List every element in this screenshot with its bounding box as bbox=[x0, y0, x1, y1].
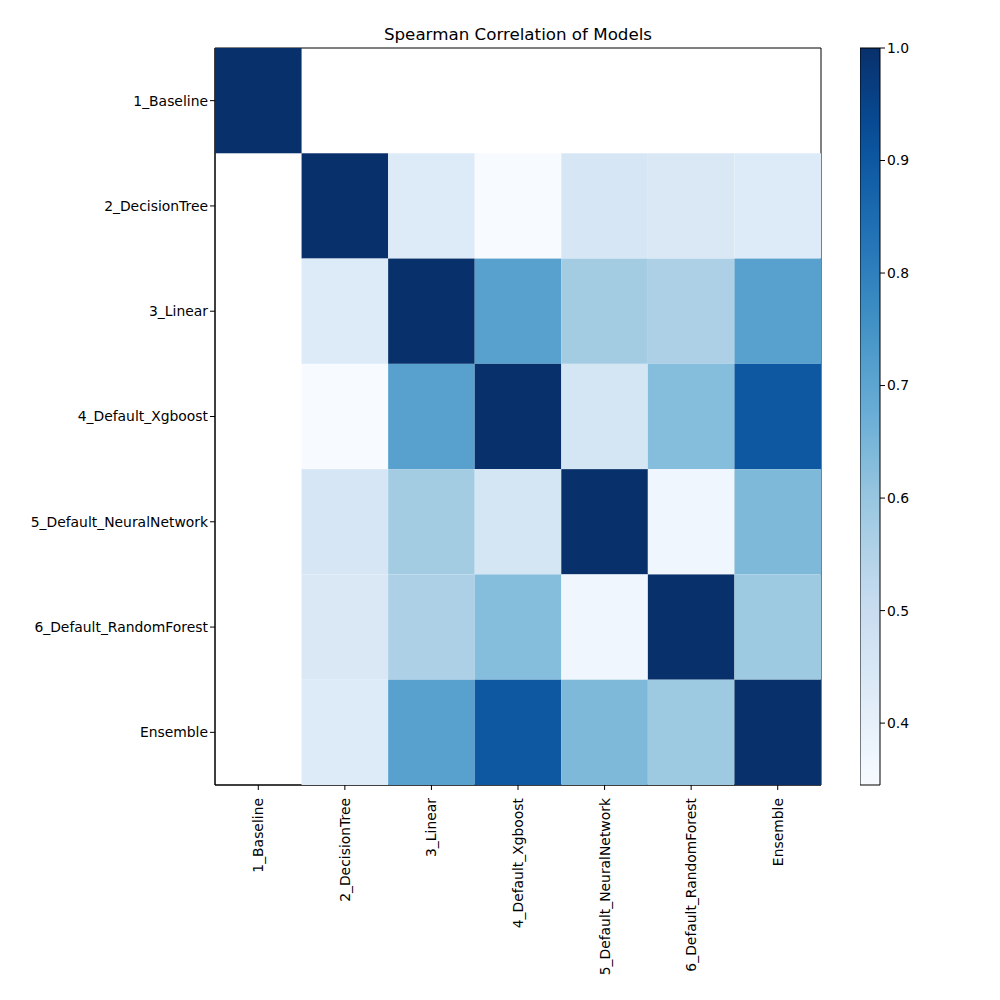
svg-text:2_DecisionTree: 2_DecisionTree bbox=[104, 198, 208, 214]
svg-text:Ensemble: Ensemble bbox=[770, 798, 786, 866]
svg-text:3_Linear: 3_Linear bbox=[149, 303, 208, 319]
svg-text:4_Default_Xgboost: 4_Default_Xgboost bbox=[510, 797, 526, 928]
svg-text:1_Baseline: 1_Baseline bbox=[133, 93, 208, 109]
html-text:Spearman Correlation of Models: Spearman Correlation of Models bbox=[383, 24, 653, 44]
svg-text:1.0: 1.0 bbox=[887, 40, 909, 56]
svg-text:0.4: 0.4 bbox=[887, 715, 909, 731]
svg-text:1_Baseline: 1_Baseline bbox=[250, 798, 266, 873]
svg-text:6_Default_RandomForest: 6_Default_RandomForest bbox=[683, 797, 699, 971]
svg-text:0.7: 0.7 bbox=[887, 377, 909, 393]
svg-text:0.6: 0.6 bbox=[887, 490, 909, 506]
svg-text:0.8: 0.8 bbox=[887, 265, 909, 281]
svg-text:0.9: 0.9 bbox=[887, 152, 909, 168]
svg-text:5_Default_NeuralNetwork: 5_Default_NeuralNetwork bbox=[597, 798, 613, 975]
svg-text:4_Default_Xgboost: 4_Default_Xgboost bbox=[78, 408, 209, 424]
svg-text:6_Default_RandomForest: 6_Default_RandomForest bbox=[34, 619, 208, 635]
svg-text:2_DecisionTree: 2_DecisionTree bbox=[337, 798, 353, 902]
svg-text:0.5: 0.5 bbox=[887, 603, 909, 619]
svg-text:Ensemble: Ensemble bbox=[140, 724, 208, 740]
svg-text:5_Default_NeuralNetwork: 5_Default_NeuralNetwork bbox=[31, 514, 208, 530]
svg-text:3_Linear: 3_Linear bbox=[423, 798, 439, 857]
